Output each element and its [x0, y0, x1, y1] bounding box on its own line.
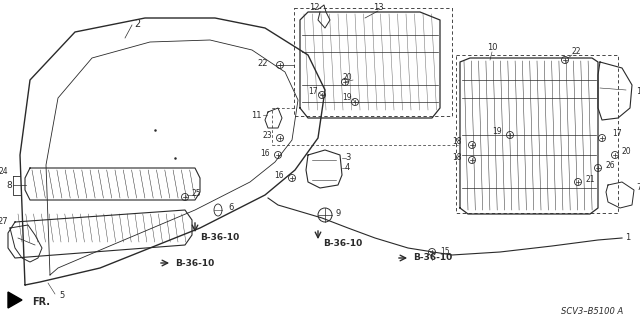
Text: 20: 20 — [622, 147, 632, 157]
Text: 27: 27 — [0, 218, 8, 226]
Text: 7: 7 — [636, 183, 640, 192]
Text: 1: 1 — [625, 234, 630, 242]
Text: 18: 18 — [452, 137, 462, 146]
Text: 21: 21 — [586, 174, 595, 183]
Text: B-36-10: B-36-10 — [200, 233, 239, 241]
Text: 10: 10 — [487, 43, 497, 53]
Text: B-36-10: B-36-10 — [413, 254, 452, 263]
Text: 17: 17 — [308, 87, 318, 97]
Text: 17: 17 — [612, 130, 621, 138]
Bar — [456, 55, 618, 213]
Text: 14: 14 — [636, 87, 640, 97]
Text: 26: 26 — [606, 160, 616, 169]
Text: FR.: FR. — [32, 297, 50, 307]
Text: 5: 5 — [60, 292, 65, 300]
Text: B-36-10: B-36-10 — [323, 240, 362, 249]
Text: 9: 9 — [336, 209, 341, 218]
Text: 20: 20 — [342, 73, 352, 83]
Text: B-36-10: B-36-10 — [175, 258, 214, 268]
Text: 23: 23 — [262, 131, 272, 140]
Bar — [294, 8, 452, 116]
Text: SCV3–B5100 A: SCV3–B5100 A — [561, 308, 623, 316]
Text: 13: 13 — [372, 4, 383, 12]
Text: 12: 12 — [310, 4, 320, 12]
Polygon shape — [8, 292, 22, 308]
Text: 3: 3 — [345, 153, 350, 162]
Text: 24: 24 — [0, 167, 8, 176]
Text: 18: 18 — [452, 153, 462, 162]
Text: 6: 6 — [228, 204, 234, 212]
Text: 15: 15 — [440, 248, 450, 256]
Text: 19: 19 — [342, 93, 352, 102]
Text: 22: 22 — [257, 58, 268, 68]
Text: 22: 22 — [572, 48, 582, 56]
Text: 8: 8 — [6, 181, 12, 189]
Text: 25: 25 — [192, 189, 202, 197]
Text: 4: 4 — [345, 164, 350, 173]
Text: 11: 11 — [252, 110, 262, 120]
Text: 19: 19 — [492, 128, 502, 137]
Text: 16: 16 — [260, 149, 270, 158]
Text: 16: 16 — [275, 172, 284, 181]
Text: 2: 2 — [134, 19, 140, 29]
